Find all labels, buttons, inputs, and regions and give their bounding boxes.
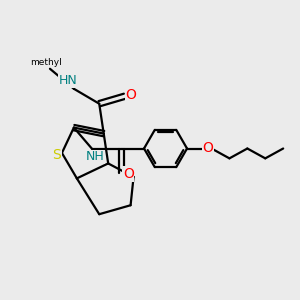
Text: O: O: [126, 88, 136, 102]
Text: methyl: methyl: [31, 58, 62, 67]
Text: O: O: [123, 167, 134, 181]
Text: O: O: [202, 141, 213, 154]
Text: HN: HN: [59, 74, 78, 87]
Text: NH: NH: [85, 150, 104, 164]
Text: S: S: [52, 148, 61, 162]
